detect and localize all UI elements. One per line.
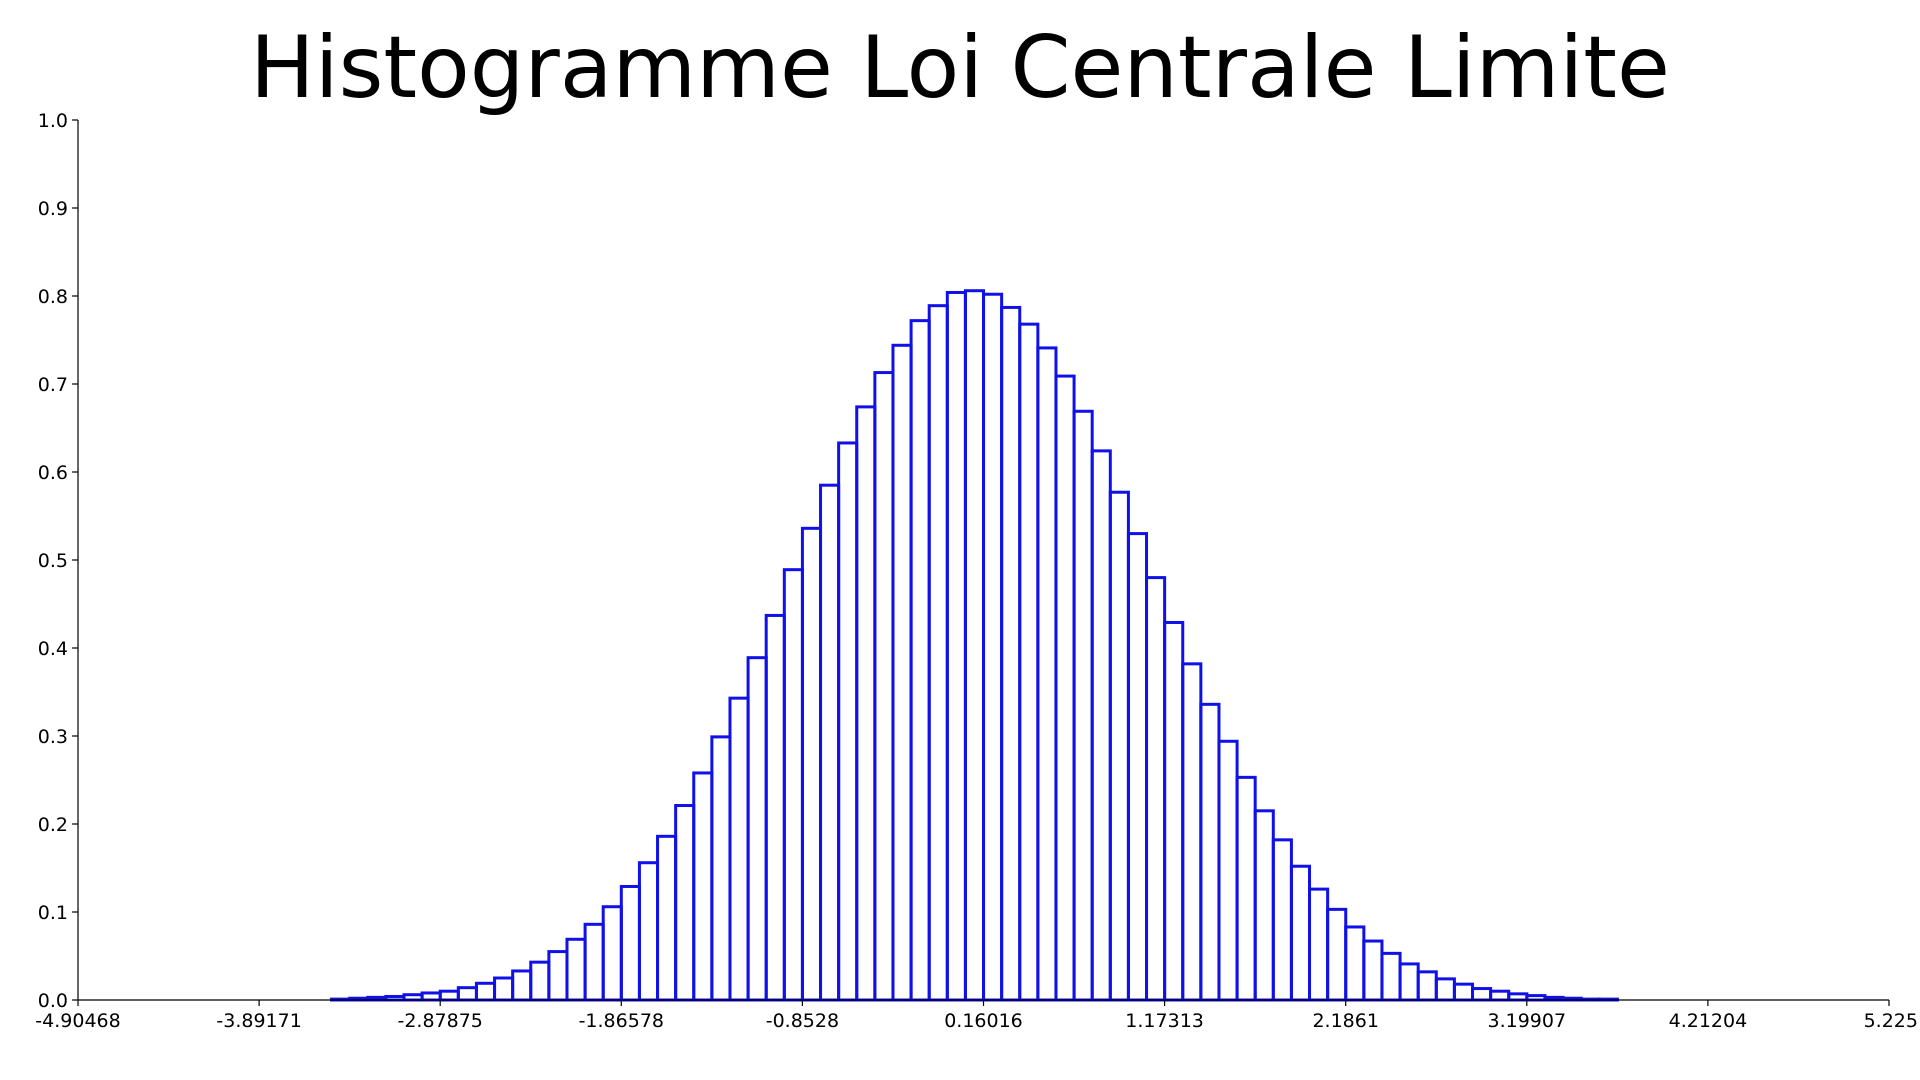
histogram-bar <box>1217 739 1239 1002</box>
x-tick-label: 1.17313 <box>1125 1010 1204 1032</box>
x-tick-label: 2.1861 <box>1312 1010 1378 1032</box>
histogram-bar <box>1434 977 1456 1002</box>
histogram-bar <box>945 290 967 1002</box>
histogram-bar <box>493 976 515 1002</box>
histogram-bar <box>1362 939 1384 1002</box>
histogram-bar <box>746 656 768 1002</box>
histogram-bar <box>764 613 786 1002</box>
histogram-bar <box>1145 576 1167 1002</box>
y-tick-label: 0.7 <box>38 374 68 396</box>
histogram-bar <box>800 526 823 1002</box>
y-tick-label: 0.8 <box>38 286 68 308</box>
histogram-bar <box>1090 449 1112 1002</box>
x-tick-label: 0.16016 <box>944 1010 1023 1032</box>
x-tick-label: -3.89171 <box>216 1010 301 1032</box>
histogram-bar <box>1036 346 1058 1002</box>
histogram-bar <box>529 960 551 1002</box>
histogram-bar <box>601 905 623 1002</box>
histogram-bar <box>674 804 696 1002</box>
histogram-bar <box>927 304 949 1002</box>
histogram-bar <box>511 969 533 1002</box>
y-tick-label: 0.4 <box>38 638 68 660</box>
histogram-bar <box>1181 662 1203 1002</box>
histogram-bar <box>474 981 497 1002</box>
y-ticks-group: 0.0 0.1 0.2 0.3 0.4 0.5 0.6 0.7 0.8 0.9 1.0 <box>38 110 78 1012</box>
histogram-bar <box>1163 620 1185 1002</box>
histogram-bar <box>1525 994 1547 1002</box>
histogram-bar <box>1416 970 1438 1002</box>
histogram-bar <box>420 991 442 1002</box>
histogram-bar <box>782 568 804 1002</box>
x-tick-label: -2.87875 <box>397 1010 482 1032</box>
y-tick-label: 0.2 <box>38 814 68 836</box>
histogram-bar <box>909 319 931 1002</box>
histogram-bar <box>1072 409 1094 1002</box>
histogram-bar <box>963 289 986 1002</box>
x-tick-label: -4.90468 <box>35 1010 120 1032</box>
histogram-bar <box>565 937 587 1002</box>
bars-group <box>330 289 1619 1002</box>
histogram-bar <box>1271 838 1293 1002</box>
y-tick-label: 0.5 <box>38 550 68 572</box>
chart-title: Histogramme Loi Centrale Limite <box>250 18 1670 118</box>
histogram-bar <box>402 993 424 1002</box>
histogram-bar <box>438 989 460 1002</box>
x-tick-label: 5.225 <box>1864 1010 1918 1032</box>
x-tick-label: 4.21204 <box>1669 1010 1748 1032</box>
histogram-bar <box>819 483 841 1002</box>
histogram-bar <box>456 986 478 1002</box>
x-ticks-group: -4.90468 -3.89171 -2.87875 -1.86578 -0.8528 0… <box>35 1000 1918 1032</box>
x-tick-label: -0.8528 <box>766 1010 839 1032</box>
histogram-bar <box>1489 989 1511 1002</box>
histogram-bar <box>873 371 895 1002</box>
y-tick-label: 0.9 <box>38 198 68 220</box>
histogram-bar <box>1326 907 1348 1002</box>
histogram-bar <box>1018 322 1040 1002</box>
histogram-bar <box>1000 305 1022 1002</box>
y-tick-label: 0.1 <box>38 902 68 924</box>
histogram-bar <box>1507 992 1529 1002</box>
histogram-bar <box>982 292 1004 1002</box>
histogram-bar <box>1235 775 1257 1002</box>
histogram-bar <box>1380 951 1402 1002</box>
histogram-bar <box>1471 987 1493 1002</box>
histogram-bar <box>583 922 605 1002</box>
histogram-bar <box>710 735 732 1002</box>
histogram-bar <box>1289 864 1312 1002</box>
histogram-bar <box>619 884 641 1002</box>
histogram-bar <box>1308 887 1330 1002</box>
histogram-bar <box>656 834 678 1002</box>
histogram-bar <box>1398 962 1420 1002</box>
histogram-bar <box>1199 702 1221 1002</box>
histogram-bar <box>728 696 750 1002</box>
histogram-bar <box>1054 374 1076 1002</box>
histogram-bar <box>547 950 569 1002</box>
x-tick-label: -1.86578 <box>579 1010 664 1032</box>
histogram-bar <box>1452 982 1475 1002</box>
y-tick-label: 0.3 <box>38 726 68 748</box>
histogram-bar <box>855 405 877 1002</box>
histogram-bar <box>692 771 714 1002</box>
y-tick-label: 0.6 <box>38 462 68 484</box>
histogram-bar <box>637 861 660 1002</box>
x-tick-label: 3.19907 <box>1488 1010 1567 1032</box>
histogram-bar <box>1108 490 1130 1002</box>
y-tick-label: 1.0 <box>38 110 68 132</box>
histogram-bar <box>1344 925 1366 1002</box>
histogram-bar <box>837 441 859 1002</box>
y-tick-label: 0.0 <box>38 990 68 1012</box>
histogram-bar <box>891 343 913 1002</box>
histogram-bar <box>1253 809 1275 1002</box>
histogram-bar <box>1126 532 1149 1002</box>
